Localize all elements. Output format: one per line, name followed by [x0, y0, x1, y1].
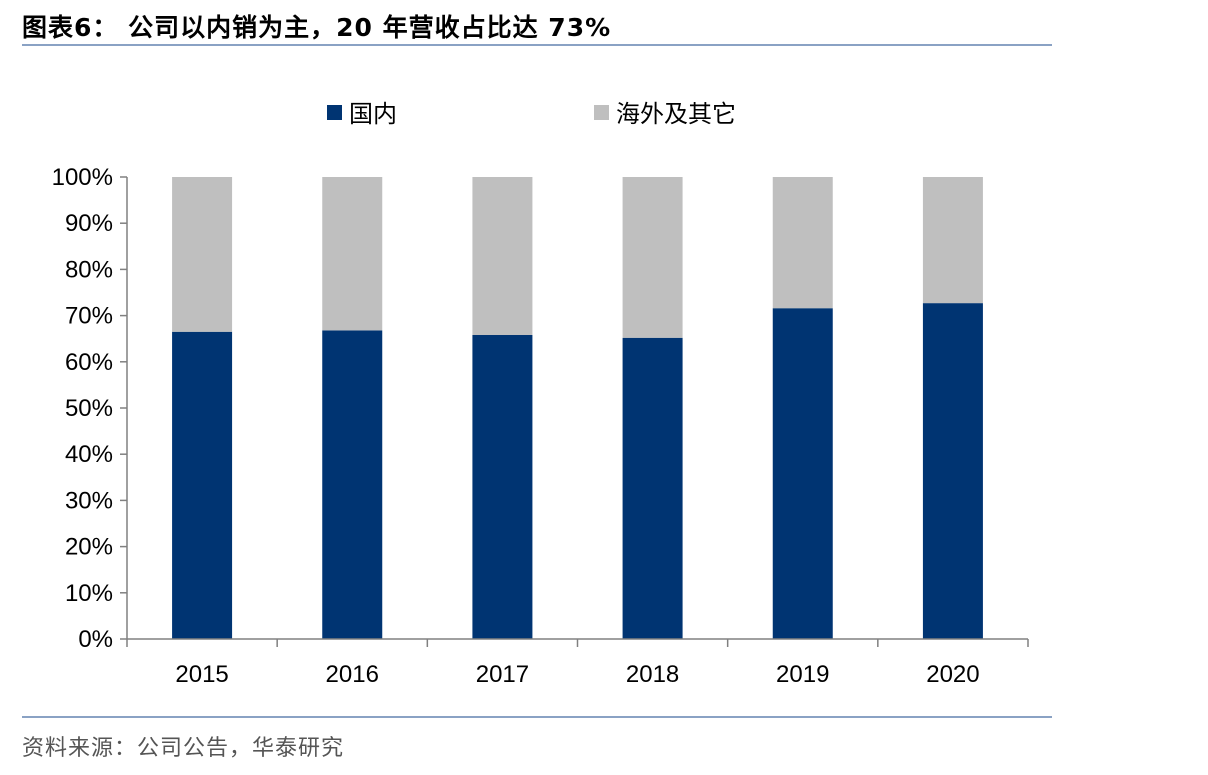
- bar-overseas-2015: [172, 177, 233, 332]
- legend-label-domestic: 国内: [349, 100, 397, 128]
- x-tick-label-2017: 2017: [476, 661, 529, 688]
- bar-overseas-2018: [622, 177, 683, 338]
- chart-title: 图表6： 公司以内销为主，20 年营收占比达 73%: [22, 13, 612, 42]
- y-tick-label: 0%: [78, 626, 113, 653]
- y-tick-label: 40%: [65, 441, 113, 468]
- x-tick-label-2016: 2016: [326, 661, 379, 688]
- x-tick-label-2019: 2019: [776, 661, 829, 688]
- y-tick-label: 90%: [65, 210, 113, 237]
- bar-domestic-2017: [472, 335, 533, 639]
- legend-swatch-overseas: [594, 105, 609, 120]
- axes: 0% 10% 20% 30% 40% 50% 60% 70% 80% 90% 100% 2015 201…: [52, 164, 1029, 688]
- bar-domestic-2019: [772, 308, 833, 639]
- title-bar: 图表6： 公司以内销为主，20 年营收占比达 73%: [22, 4, 1052, 46]
- y-tick-label: 30%: [65, 487, 113, 514]
- y-tick-label: 60%: [65, 349, 113, 376]
- bar-overseas-2016: [322, 177, 383, 331]
- bar-domestic-2016: [322, 330, 383, 639]
- y-tick-label: 20%: [65, 534, 113, 561]
- bar-domestic-2020: [922, 303, 983, 639]
- bar-overseas-2020: [922, 177, 983, 304]
- legend: 国内 海外及其它: [327, 100, 736, 128]
- y-tick-label: 70%: [65, 303, 113, 330]
- y-tick-label: 80%: [65, 256, 113, 283]
- legend-label-overseas: 海外及其它: [616, 100, 736, 128]
- bar-domestic-2015: [172, 331, 233, 639]
- y-tick-label: 10%: [65, 580, 113, 607]
- bar-overseas-2017: [472, 177, 533, 336]
- footer-rule: [22, 716, 1052, 718]
- x-tick-label-2020: 2020: [926, 661, 979, 688]
- x-tick-label-2015: 2015: [175, 661, 228, 688]
- legend-swatch-domestic: [327, 105, 342, 120]
- bars: [172, 177, 983, 639]
- y-tick-label: 100%: [52, 164, 113, 191]
- bar-domestic-2018: [622, 337, 683, 639]
- x-tick-label-2018: 2018: [626, 661, 679, 688]
- bar-overseas-2019: [772, 177, 833, 309]
- y-tick-label: 50%: [65, 395, 113, 422]
- source-note: 资料来源：公司公告，华泰研究: [22, 736, 345, 761]
